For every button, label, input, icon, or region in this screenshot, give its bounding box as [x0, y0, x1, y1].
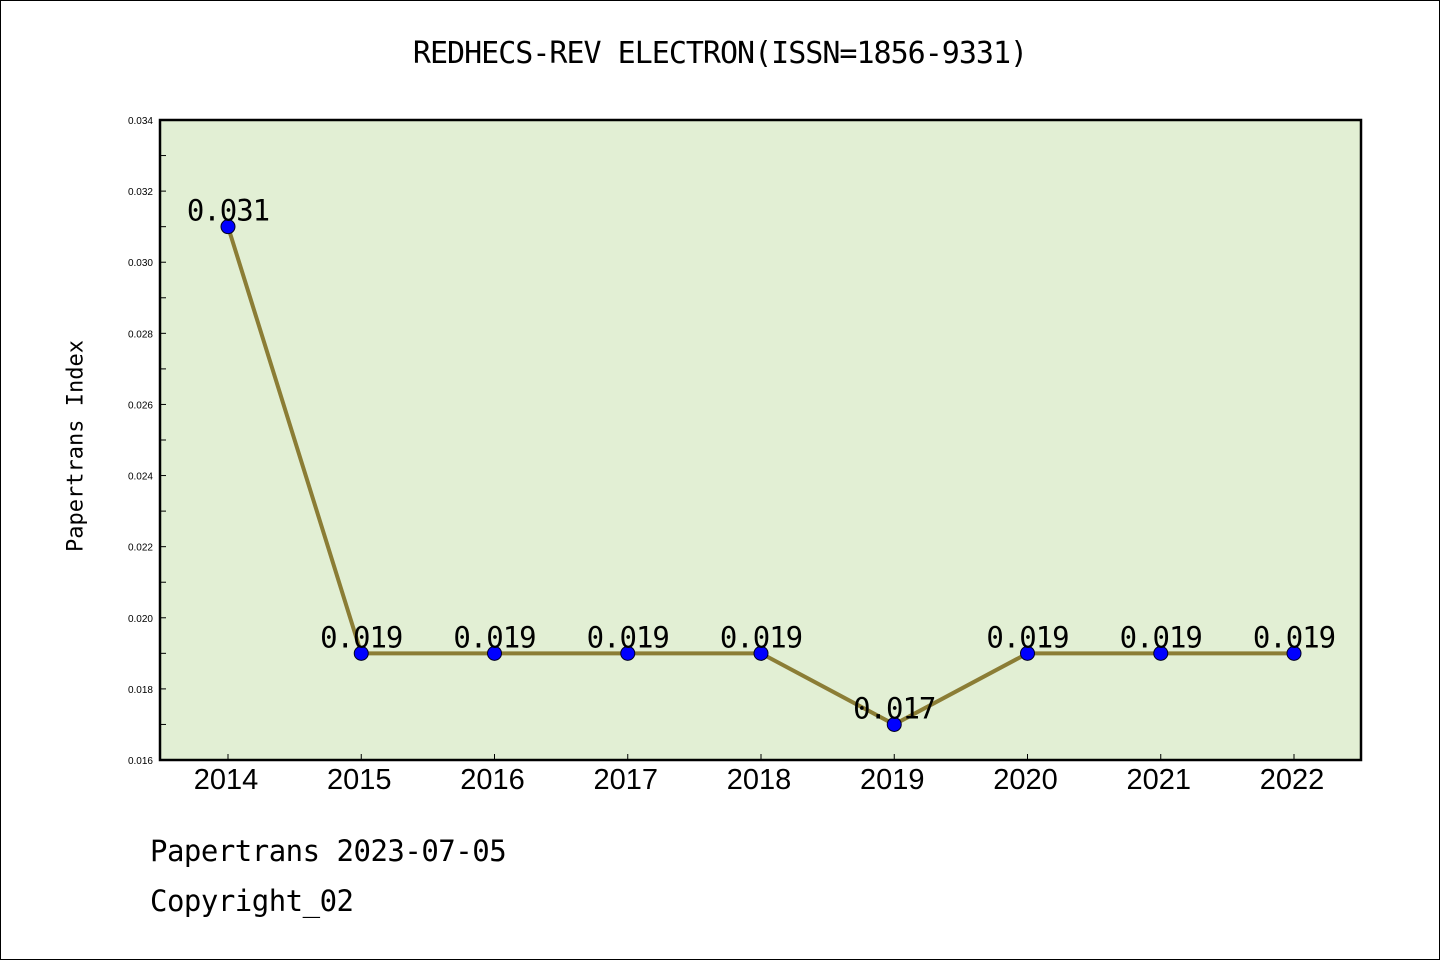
data-label: 0.019	[986, 620, 1068, 654]
y-tick-label: 0.016	[128, 756, 153, 767]
y-tick-label: 0.018	[128, 685, 153, 696]
data-point-marker	[487, 645, 502, 661]
data-labels: 0.031 0.019 0.019 0.019 0.019 0.017 0.019 0.019…	[187, 194, 1336, 726]
x-tick-label: 2022	[1260, 764, 1325, 796]
x-tick-label: 2018	[727, 764, 792, 796]
data-point-marker	[353, 645, 369, 661]
data-point-marker	[753, 645, 769, 661]
y-tick-label: 0.020	[128, 614, 153, 625]
data-label: 0.019	[453, 620, 535, 654]
x-tick-label: 2015	[327, 764, 392, 796]
data-point-marker	[886, 716, 902, 732]
y-tick-label: 0.032	[128, 187, 153, 198]
data-point-marker	[220, 219, 236, 235]
data-label: 0.019	[720, 620, 802, 654]
y-tick-label: 0.022	[128, 543, 153, 554]
data-point-marker	[1153, 645, 1169, 661]
y-tick-label: 0.026	[128, 400, 153, 411]
series-markers	[220, 219, 1302, 732]
chart-title: REDHECS-REV ELECTRON(ISSN=1856-9331)	[412, 36, 1028, 71]
data-label: 0.019	[320, 620, 402, 654]
data-point-marker	[1286, 645, 1302, 661]
y-tick-label: 0.030	[128, 258, 153, 269]
plot-border	[158, 118, 1363, 762]
x-tick-label: 2020	[993, 764, 1058, 796]
footer-copyright: Copyright_02	[150, 884, 354, 918]
footer-date: Papertrans 2023-07-05	[150, 834, 507, 868]
data-label: 0.031	[187, 194, 269, 228]
plot-area	[160, 120, 1361, 760]
x-tick-label: 2021	[1126, 764, 1191, 796]
x-tick-label: 2017	[593, 764, 658, 796]
data-point-marker	[1020, 645, 1035, 661]
data-label: 0.019	[1120, 620, 1202, 654]
data-point-marker	[620, 645, 636, 661]
data-label: 0.019	[1253, 620, 1335, 654]
x-tick-label: 2016	[460, 764, 525, 796]
x-axis: 2014 2015 2016 2017 2018 2019 2020 2021 2022	[194, 754, 1325, 796]
x-tick-label: 2019	[860, 764, 925, 796]
x-tick-label: 2014	[194, 764, 259, 796]
data-label: 0.019	[587, 620, 669, 654]
y-tick-label: 0.024	[128, 472, 153, 483]
y-tick-label: 0.028	[128, 329, 153, 340]
data-label: 0.017	[853, 691, 935, 725]
y-tick-label: 0.034	[128, 116, 153, 127]
